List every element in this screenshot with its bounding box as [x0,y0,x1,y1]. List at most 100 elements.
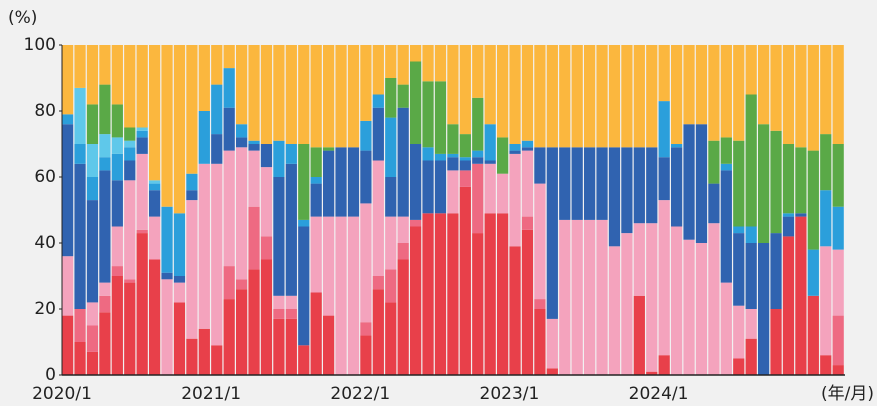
bar-segment [434,160,447,214]
bar-segment [248,144,260,151]
bar-segment [111,45,123,105]
bar-segment [447,124,459,154]
bar-segment [621,147,633,234]
bar-segment [708,183,720,224]
bar-segment [86,177,99,201]
bar-segment [621,45,633,148]
bar-segment [422,160,434,214]
bar-segment [820,134,832,191]
bar-segment [832,144,844,207]
bar-segment [385,117,397,177]
bar-segment [621,233,633,375]
bar-segment [671,226,683,375]
bar-segment [62,124,74,257]
bar-segment [335,147,347,217]
bar-segment [285,45,297,144]
bar-segment [646,223,658,372]
bar-segment [198,45,210,111]
bar-segment [310,216,322,293]
bar-segment [149,216,161,260]
bar-segment [447,213,459,375]
bar-segment [273,140,285,177]
bar-segment [733,305,745,359]
bar-segment [708,140,720,184]
bar-segment [770,233,782,309]
bar-segment [720,45,732,138]
bar-segment [372,289,384,375]
bar-segment [658,45,670,102]
bar-segment [695,124,708,243]
bar-segment [260,259,273,375]
bar-segment [397,243,409,260]
bar-segment [733,358,745,375]
bar-segment [149,183,161,191]
bar-segment [186,200,198,339]
bar-segment [111,104,123,138]
bar-segment [695,243,708,375]
x-tick-label: 2021/1 [181,384,241,404]
bar-segment [658,355,670,375]
bar-segment [248,150,260,207]
bar-segment [447,157,459,171]
bar-segment [733,233,745,306]
bar-segment [534,147,546,184]
bar-segment [74,342,86,375]
y-tick-label: 0 [45,365,56,385]
bar-segment [782,236,795,375]
bar-segment [223,150,235,267]
bar-segment [74,144,86,164]
bar-segment [136,153,148,230]
bar-segment [211,84,223,135]
bar-segment [509,246,521,375]
bar-segment [584,45,596,148]
bar-segment [335,216,347,375]
bar-segment [372,107,384,161]
bar-segment [111,226,123,267]
bar-segment [509,144,521,151]
bar-segment [161,45,173,207]
bar-segment [335,45,347,148]
bar-segment [273,45,285,141]
bar-segment [509,150,521,154]
bar-segment [111,180,123,227]
bar-segment [99,134,111,158]
bar-segment [62,256,74,316]
bar-segment [434,81,447,154]
bar-segment [658,101,670,158]
bar-segment [571,219,583,375]
bar-segment [832,249,844,316]
bar-segment [782,213,795,217]
bar-segment [385,269,397,303]
bar-segment [546,147,558,319]
bar-segment [720,170,732,283]
bar-segment [310,45,322,148]
bar-segment [273,309,285,319]
y-tick-label: 60 [34,167,56,187]
bar-segment [99,157,111,171]
bar-segment [410,61,422,144]
bar-segment [248,45,260,141]
bar-segment [758,45,770,125]
bar-segment [62,315,74,375]
bar-segment [86,302,99,326]
bar-segment [273,295,285,309]
bar-segment [633,295,645,375]
bar-segment [820,246,832,356]
bar-segment [62,114,74,125]
x-tick-label: 2023/1 [480,384,540,404]
bar-segment [99,312,111,375]
bar-segment [671,147,683,227]
bar-segment [782,216,795,237]
bar-segment [546,368,558,375]
bar-segment [360,120,372,151]
bar-segment [360,335,372,375]
bar-segment [534,299,546,309]
bar-segment [211,163,223,346]
bar-segment [161,206,173,273]
bar-segment [608,147,621,247]
bar-segment [795,213,807,217]
bar-segment [111,137,123,154]
bar-segment [74,309,86,342]
bar-segment [397,107,409,217]
bar-segment [472,163,484,234]
